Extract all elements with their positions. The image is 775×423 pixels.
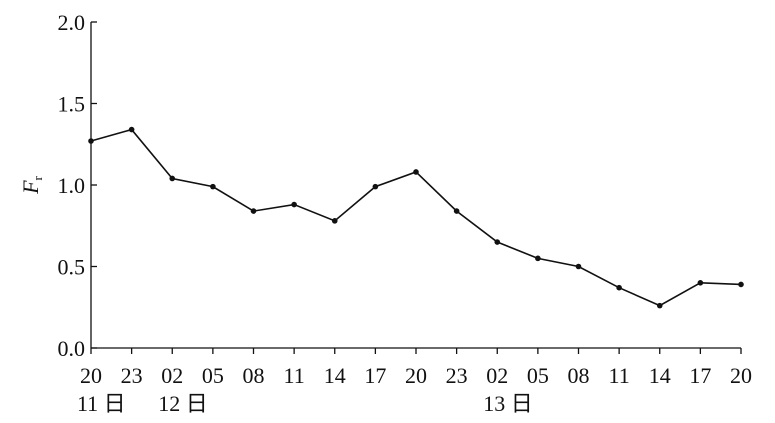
data-point (413, 169, 419, 175)
data-point (616, 284, 622, 291)
x-tick-label: 02 (161, 363, 183, 388)
data-point (656, 302, 663, 309)
y-tick-label: 1.5 (58, 92, 86, 117)
x-tick-label: 05 (527, 363, 549, 388)
data-point (535, 255, 541, 262)
data-point (697, 280, 704, 286)
x-tick-label: 14 (649, 363, 671, 388)
data-point (738, 281, 744, 288)
data-point (372, 183, 379, 190)
y-tick-label: 2.0 (58, 10, 86, 35)
y-label-main: F (18, 180, 43, 195)
data-point (250, 208, 257, 214)
day-label: 12 日 (158, 391, 208, 416)
x-tick-label: 08 (243, 363, 265, 388)
y-axis-label: Fr (18, 175, 45, 194)
x-tick-label: 20 (405, 363, 427, 388)
data-point (128, 126, 135, 133)
y-tick-label: 0.0 (58, 336, 86, 361)
x-tick-label: 08 (568, 363, 590, 388)
day-label: 11 日 (77, 391, 126, 416)
day-label: 13 日 (483, 391, 533, 416)
data-point (453, 208, 460, 214)
x-tick-label: 14 (324, 363, 346, 388)
x-tick-label: 11 (284, 363, 305, 388)
y-label-sub: r (30, 175, 45, 180)
data-point (88, 138, 94, 144)
y-tick-label: 0.5 (58, 255, 86, 280)
x-tick-label: 17 (689, 363, 711, 388)
data-point (291, 201, 297, 208)
data-line (90, 128, 742, 307)
x-tick-label: 17 (364, 363, 386, 388)
x-tick-label: 05 (202, 363, 224, 388)
data-point (169, 175, 176, 182)
data-point (210, 183, 216, 190)
x-tick-label: 20 (80, 363, 102, 388)
data-point (575, 263, 582, 270)
data-point (331, 218, 338, 224)
x-tick-label: 23 (446, 363, 468, 388)
x-tick-label: 11 (609, 363, 630, 388)
x-tick-label: 20 (730, 363, 752, 388)
data-point (494, 239, 501, 245)
x-tick-label: 23 (121, 363, 143, 388)
y-tick-label: 1.0 (58, 173, 86, 198)
x-tick-label: 02 (486, 363, 508, 388)
